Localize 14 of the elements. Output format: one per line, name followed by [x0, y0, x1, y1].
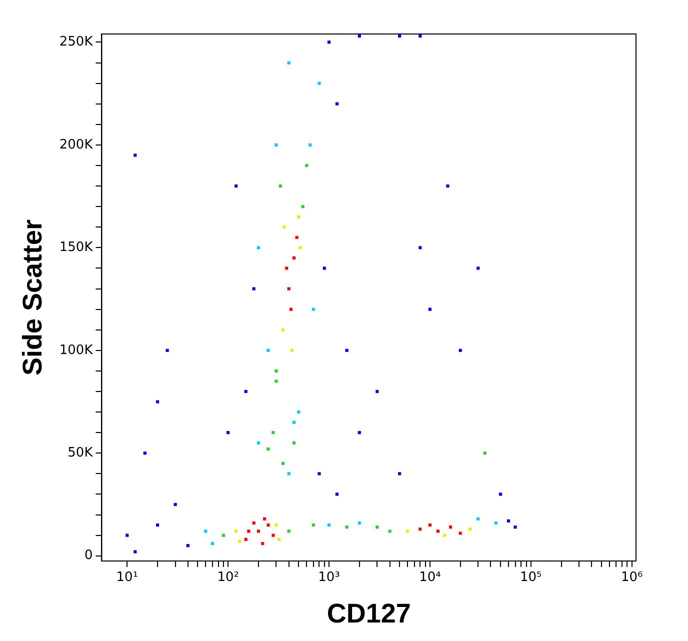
x-tick-label: 10² — [217, 570, 239, 586]
y-tick-label: 100K — [59, 342, 94, 358]
x-tick-label: 10³ — [318, 570, 340, 586]
y-tick-label: 50K — [68, 446, 94, 461]
x-tick-label: 10⁵ — [520, 570, 542, 586]
y-tick-label: 150K — [59, 240, 94, 256]
y-tick-label: 200K — [59, 137, 94, 152]
x-tick-label: 10¹ — [116, 570, 138, 586]
x-tick-label: 10⁶ — [620, 570, 643, 586]
y-tick-label: 250K — [59, 34, 94, 50]
x-axis-title: CD127 — [326, 598, 411, 628]
x-tick-label: 10⁴ — [419, 570, 441, 586]
y-tick-label: 0 — [84, 548, 93, 564]
y-axis-title: Side Scatter — [18, 218, 48, 376]
